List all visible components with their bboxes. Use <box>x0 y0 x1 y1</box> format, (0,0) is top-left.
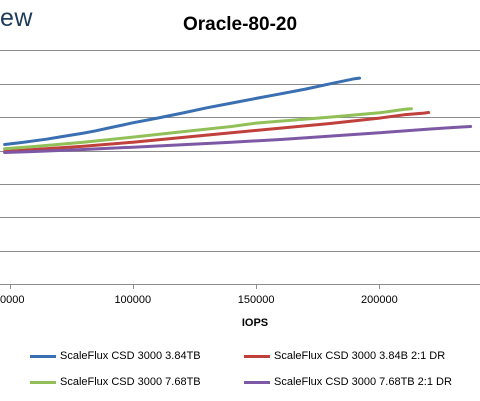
series-line-3 <box>3 107 413 151</box>
legend-swatch-series-3 <box>30 380 56 384</box>
chart-title: Oracle-80-20 <box>182 14 298 35</box>
series-lines <box>3 76 473 154</box>
legend-item-series-2: ScaleFlux CSD 3000 3.84B 2:1 DR <box>244 349 445 363</box>
legend-label-series-4: ScaleFlux CSD 3000 7.68TB 2:1 DR <box>274 376 452 388</box>
x-tick-label-4: 200000 <box>361 294 398 306</box>
legend-swatch-series-2 <box>244 354 270 358</box>
gridlines <box>0 50 480 289</box>
x-tick-labels: 0000 100000 150000 200000 <box>0 294 398 306</box>
legend-label-series-1: ScaleFlux CSD 3000 3.84TB <box>60 350 201 362</box>
x-axis-label: IOPS <box>241 317 269 329</box>
watermark-text: ew <box>0 4 33 32</box>
series-line-2 <box>3 111 431 153</box>
x-tick-label-3: 150000 <box>238 294 275 306</box>
x-tick-label-2: 100000 <box>114 294 151 306</box>
legend-item-series-4: ScaleFlux CSD 3000 7.68TB 2:1 DR <box>244 375 452 389</box>
x-tick-label-1: 0000 <box>0 294 24 306</box>
legend-item-series-3: ScaleFlux CSD 3000 7.68TB <box>30 375 201 389</box>
legend-item-series-1: ScaleFlux CSD 3000 3.84TB <box>30 349 201 363</box>
legend-label-series-3: ScaleFlux CSD 3000 7.68TB <box>60 376 201 388</box>
series-line-1 <box>3 76 362 146</box>
legend-swatch-series-1 <box>30 354 56 358</box>
legend-label-series-2: ScaleFlux CSD 3000 3.84B 2:1 DR <box>274 350 446 362</box>
series-line-4 <box>3 125 473 154</box>
legend-swatch-series-4 <box>244 380 270 384</box>
